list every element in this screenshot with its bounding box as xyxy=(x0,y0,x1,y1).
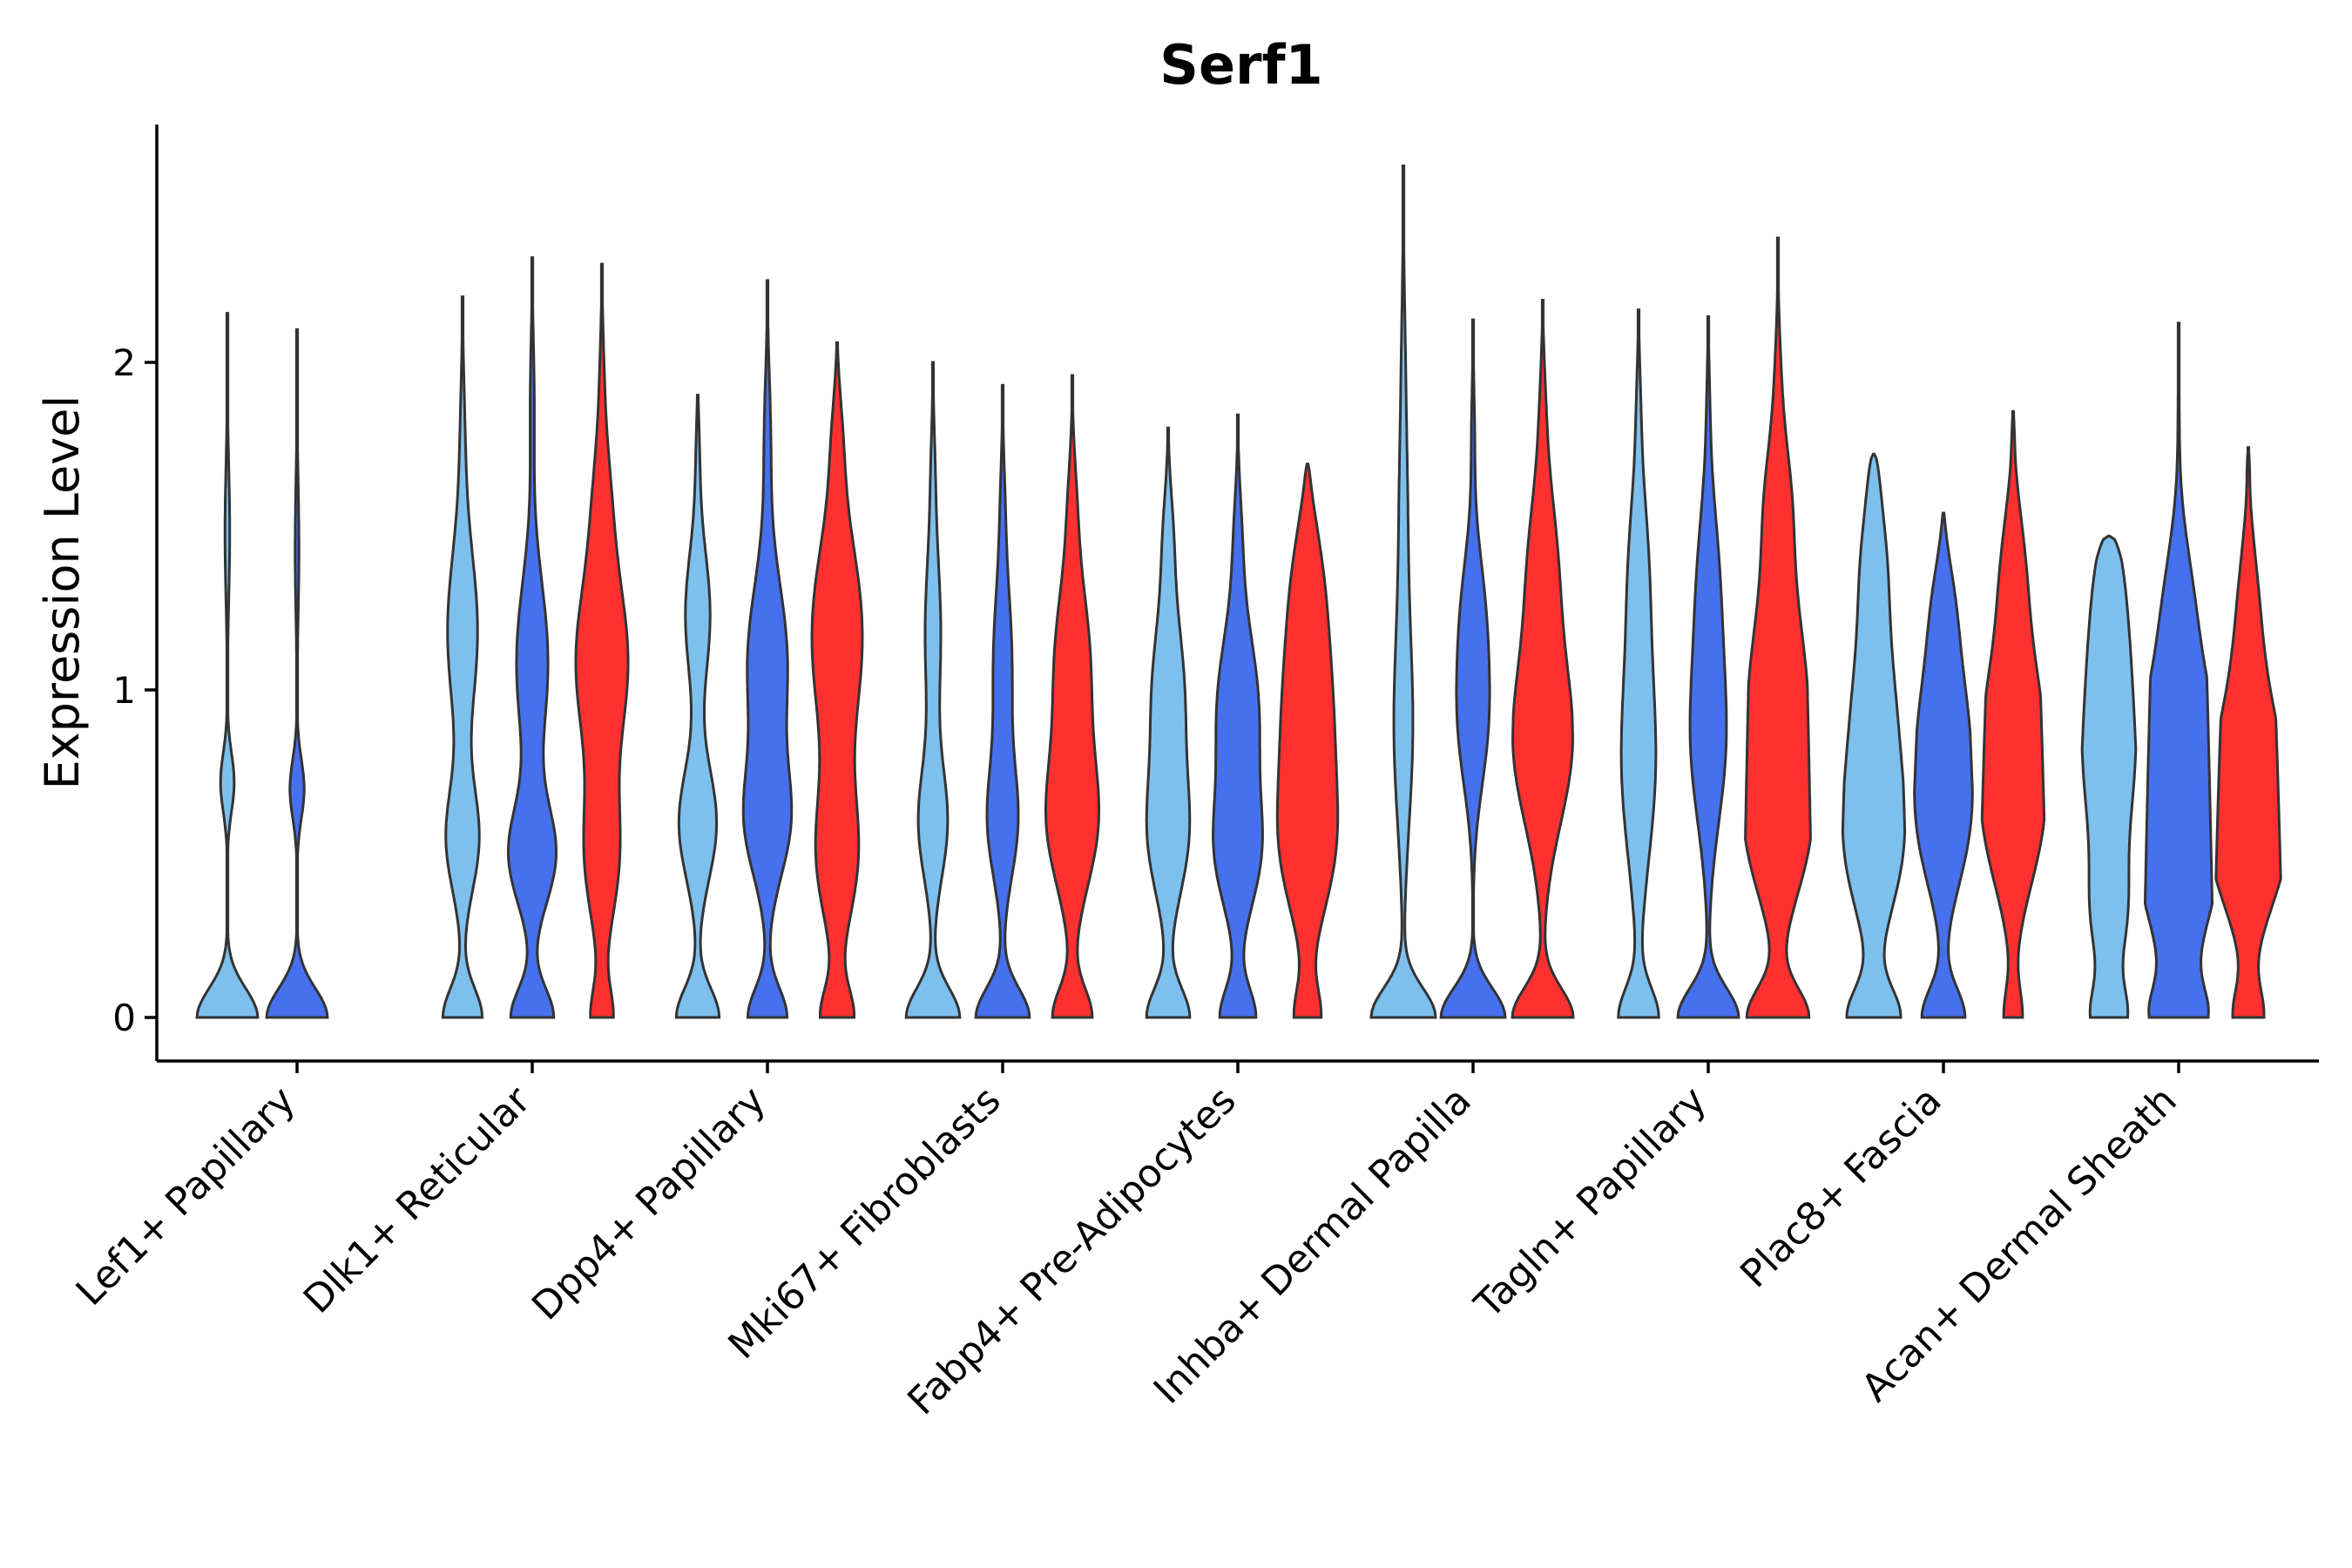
violin-dlk1-reticular-group-1 xyxy=(441,295,484,1019)
violin-inhba-dermal-papilla-group-2 xyxy=(1439,318,1507,1019)
chart-title: Serf1 xyxy=(1159,33,1322,97)
x-tick-label: Plac8+ Fascia xyxy=(1732,1078,1950,1297)
y-axis-label: Expression Level xyxy=(35,395,90,790)
violin-inhba-dermal-papilla-group-3 xyxy=(1511,299,1575,1019)
x-tick-label: Lef1+ Papillary xyxy=(68,1078,304,1315)
y-ticks: 0 1 2 xyxy=(112,341,157,1039)
violin-tagln-papillary-group-1 xyxy=(1617,308,1660,1019)
violin-plac8-fascia-group-2 xyxy=(1913,511,1974,1019)
violin-acan-dermal-sheath-group-2 xyxy=(2143,321,2214,1019)
y-tick-label: 1 xyxy=(112,669,136,712)
violin-mki67-fibroblasts-group-2 xyxy=(974,383,1031,1019)
violin-tagln-papillary-group-3 xyxy=(1744,236,1812,1019)
violin-acan-dermal-sheath-group-1 xyxy=(2080,534,2138,1019)
violin-lef1-papillary-group-1 xyxy=(195,312,260,1019)
violin-fabp4-pre-adipocytes-group-3 xyxy=(1275,463,1340,1019)
x-tick-label: Dpp4+ Papillary xyxy=(524,1078,774,1329)
violin-dpp4-papillary-group-1 xyxy=(674,394,721,1019)
violin-dlk1-reticular-group-3 xyxy=(574,262,630,1019)
y-tick-label: 0 xyxy=(112,997,136,1039)
violin-plac8-fascia-group-3 xyxy=(1980,409,2046,1019)
x-tick-label: Tagln+ Papillary xyxy=(1466,1078,1715,1328)
violin-dpp4-papillary-group-2 xyxy=(741,279,794,1019)
violin-tagln-papillary-group-2 xyxy=(1676,314,1740,1019)
violin-fabp4-pre-adipocytes-group-1 xyxy=(1145,426,1192,1019)
violin-acan-dermal-sheath-group-3 xyxy=(2214,446,2282,1019)
x-tick-label: Dlk1+ Reticular xyxy=(295,1078,540,1322)
violin-inhba-dermal-papilla-group-1 xyxy=(1369,164,1437,1019)
y-tick-label: 2 xyxy=(112,341,136,384)
violin-plac8-fascia-group-1 xyxy=(1841,452,1907,1019)
violin-fabp4-pre-adipocytes-group-2 xyxy=(1212,413,1264,1019)
violin-dlk1-reticular-group-2 xyxy=(507,256,558,1019)
violin-dpp4-papillary-group-3 xyxy=(810,341,864,1019)
violin-lef1-papillary-group-2 xyxy=(265,328,329,1019)
violin-mki67-fibroblasts-group-3 xyxy=(1044,374,1100,1019)
violin-mki67-fibroblasts-group-1 xyxy=(904,361,962,1019)
violins-layer xyxy=(195,164,2282,1019)
